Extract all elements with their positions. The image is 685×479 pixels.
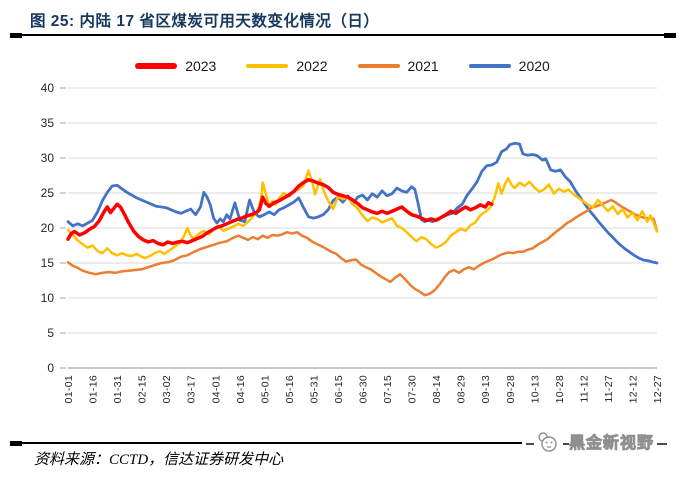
figure-title: 图 25: 内陆 17 省区煤炭可用天数变化情况（日）	[30, 13, 380, 30]
x-axis-label: 10-28	[554, 375, 566, 403]
y-axis-label: 20	[41, 221, 55, 235]
x-axis-label: 05-01	[259, 375, 271, 403]
x-axis-label: 07-15	[382, 375, 394, 403]
legend-swatch-2022	[246, 64, 289, 68]
x-axis-label: 10-13	[529, 375, 541, 403]
title-separator-line	[10, 32, 676, 38]
y-axis-label: 30	[41, 151, 55, 165]
legend-item-2022[interactable]: 2022	[246, 58, 328, 74]
legend-swatch-2023	[135, 63, 178, 69]
x-axis-label: 11-27	[603, 375, 615, 403]
y-axis-label: 0	[47, 361, 54, 375]
y-axis-label: 25	[41, 186, 55, 200]
legend-label: 2022	[296, 58, 328, 74]
watermark-right-line	[657, 443, 668, 445]
x-axis-label: 01-01	[63, 375, 75, 403]
footer-separator-line	[10, 440, 522, 446]
x-axis-label: 01-31	[112, 375, 124, 403]
legend-swatch-2021	[357, 64, 400, 68]
x-axis-label: 01-16	[88, 375, 100, 403]
chart-legend: 2023 2022 2021 2020	[0, 58, 685, 74]
x-axis-label: 05-16	[284, 375, 296, 403]
legend-item-2020[interactable]: 2020	[468, 58, 550, 74]
series-line-2020	[66, 141, 659, 265]
line-end-cap	[10, 440, 22, 446]
y-axis-label: 5	[47, 326, 54, 340]
x-axis-label: 06-30	[358, 375, 370, 403]
line-end-cap	[10, 32, 22, 38]
x-axis-label: 09-13	[480, 375, 492, 403]
series-line-2023	[66, 177, 494, 247]
legend-swatch-2020	[468, 64, 511, 68]
watermark-left-line	[526, 443, 534, 445]
legend-item-2023[interactable]: 2023	[135, 58, 216, 74]
y-axis-label: 15	[41, 256, 55, 270]
y-axis-label: 10	[41, 291, 55, 305]
x-axis-label: 09-28	[505, 375, 517, 403]
brand-watermark: 黑金新视野	[526, 431, 682, 457]
x-axis-label: 07-30	[407, 375, 419, 403]
x-axis-label: 04-01	[210, 375, 222, 403]
x-axis-label: 08-29	[456, 375, 468, 403]
x-axis-label: 02-15	[137, 375, 149, 403]
data-source-note: 资料来源：CCTD，信达证券研发中心	[34, 452, 284, 468]
y-axis-label: 35	[41, 116, 55, 130]
watermark-mascot-icon	[536, 430, 560, 459]
series-line-2021	[66, 198, 659, 297]
x-axis-label: 04-16	[235, 375, 247, 403]
legend-label: 2023	[185, 58, 217, 74]
line-end-cap	[664, 32, 676, 38]
watermark-text: 黑金新视野	[569, 435, 655, 453]
legend-item-2021[interactable]: 2021	[357, 58, 439, 74]
x-axis-label: 03-17	[186, 375, 198, 403]
x-axis-label: 06-15	[333, 375, 345, 403]
x-axis-label: 11-12	[578, 375, 590, 403]
x-axis-label: 12-27	[652, 375, 664, 403]
x-axis-label: 08-14	[431, 375, 443, 403]
y-axis-label: 40	[41, 81, 55, 95]
series-line-2022	[66, 169, 659, 260]
legend-label: 2020	[518, 58, 550, 74]
x-axis-label: 05-31	[308, 375, 320, 403]
watermark-mid-line	[563, 443, 569, 445]
x-axis-label: 12-12	[628, 375, 640, 403]
x-axis-label: 03-02	[161, 375, 173, 403]
legend-label: 2021	[407, 58, 439, 74]
